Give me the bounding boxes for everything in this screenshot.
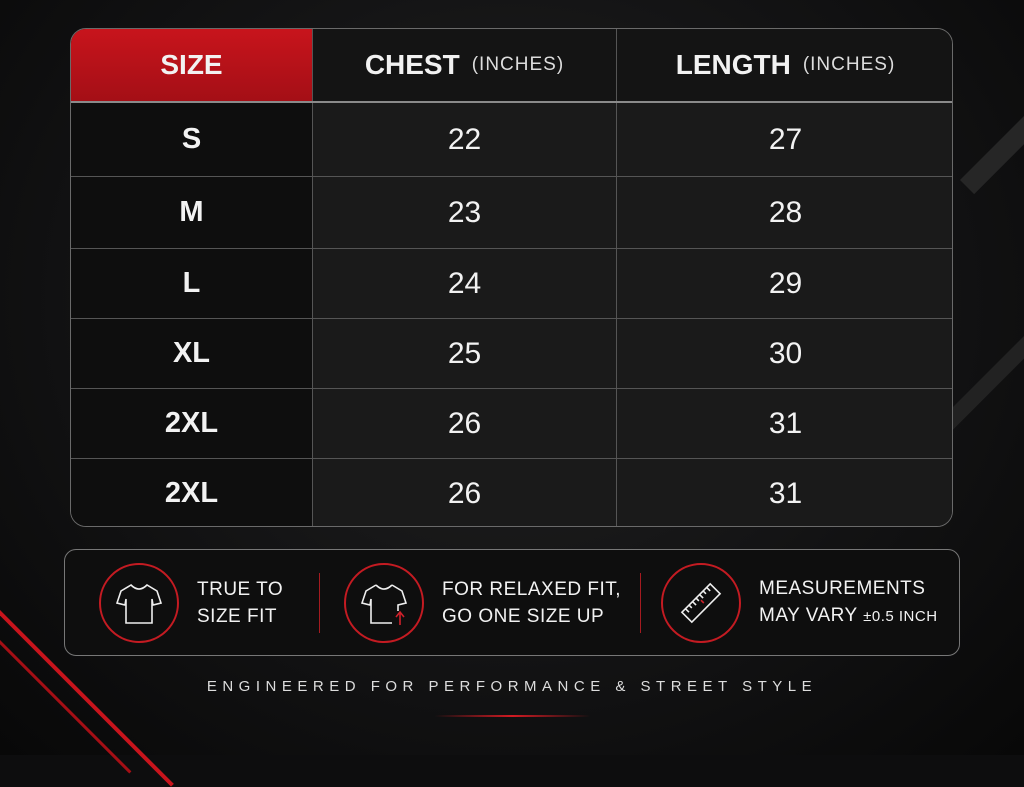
table-row: XL 25 30 — [71, 319, 952, 389]
tshirt-icon — [99, 562, 179, 643]
cell-chest: 23 — [313, 177, 617, 248]
tshirt-size-up-icon — [344, 562, 424, 643]
feature-measurements: MEASUREMENTS MAY VARY ±0.5 INCH — [661, 550, 938, 655]
feature-text: MEASUREMENTS — [759, 578, 926, 599]
cell-length: 31 — [617, 459, 952, 526]
table-row: M 23 28 — [71, 177, 952, 249]
table-row: L 24 29 — [71, 249, 952, 319]
header-unit: (INCHES) — [802, 54, 896, 75]
table-row: 2XL 26 31 — [71, 459, 952, 526]
footer-tagline: ENGINEERED FOR PERFORMANCE & STREET STYL… — [206, 678, 818, 695]
divider — [640, 572, 641, 633]
cell-length: 30 — [617, 319, 952, 388]
feature-text: GO ONE SIZE UP — [442, 605, 605, 627]
table-row: 2XL 26 31 — [71, 389, 952, 459]
feature-relaxed-fit: FOR RELAXED FIT, GO ONE SIZE UP — [344, 550, 640, 655]
cell-chest: 25 — [313, 319, 617, 388]
header-chest: CHEST (INCHES) — [313, 29, 617, 101]
cell-chest: 22 — [313, 103, 617, 176]
cell-length: 27 — [617, 103, 952, 176]
header-unit: (INCHES) — [471, 54, 565, 75]
cell-chest: 26 — [313, 389, 617, 458]
feature-text: FOR RELAXED FIT, — [442, 578, 622, 600]
cell-size: 2XL — [71, 389, 313, 458]
header-length: LENGTH (INCHES) — [617, 29, 952, 101]
cell-length: 29 — [617, 249, 952, 318]
feature-text: MAY VARY — [759, 605, 858, 626]
cell-chest: 24 — [313, 249, 617, 318]
cell-chest: 26 — [313, 459, 617, 526]
header-label: CHEST — [364, 49, 460, 80]
feature-text: ±0.5 INCH — [863, 608, 938, 625]
header-label: SIZE — [160, 49, 223, 80]
features-bar: TRUE TO SIZE FIT FOR RELAXED FIT, GO ONE S… — [64, 549, 960, 656]
divider — [319, 572, 320, 633]
feature-text: SIZE FIT — [197, 605, 277, 627]
cell-size: XL — [71, 319, 313, 388]
cell-size: 2XL — [71, 459, 313, 526]
feature-text: TRUE TO — [197, 578, 284, 600]
table-row: S 22 27 — [71, 103, 952, 177]
footer-accent-line — [435, 715, 590, 717]
table-header: SIZE CHEST (INCHES) LENGTH (INCHES) — [71, 29, 952, 103]
cell-length: 31 — [617, 389, 952, 458]
header-label: LENGTH — [675, 49, 791, 80]
size-chart-table: SIZE CHEST (INCHES) LENGTH (INCHES) S 22 27 M… — [70, 28, 953, 527]
cell-size: L — [71, 249, 313, 318]
ruler-icon — [661, 562, 741, 643]
cell-size: S — [71, 103, 313, 176]
cell-size: M — [71, 177, 313, 248]
cell-length: 28 — [617, 177, 952, 248]
feature-true-to-size: TRUE TO SIZE FIT — [99, 550, 319, 655]
header-size: SIZE — [71, 29, 313, 101]
